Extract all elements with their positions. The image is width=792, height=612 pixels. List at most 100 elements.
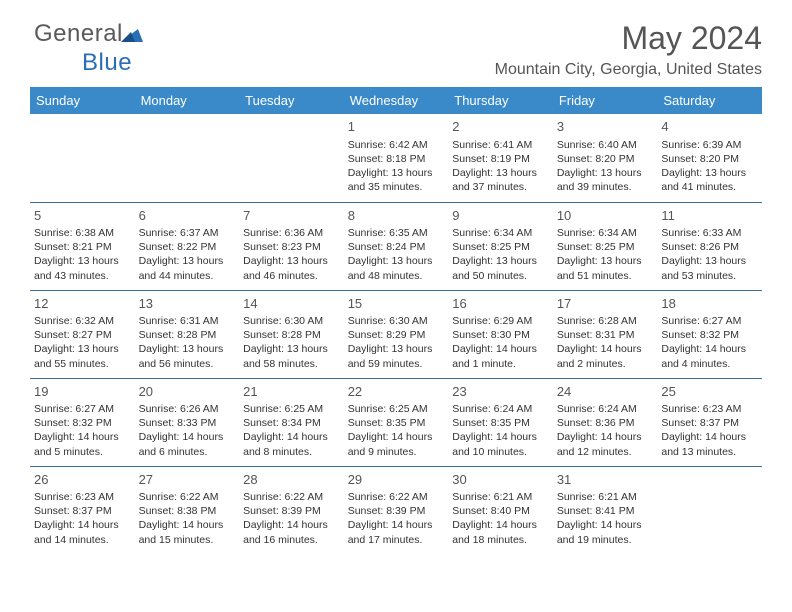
sunset-line: Sunset: 8:28 PM [243, 328, 340, 342]
daylight-line: Daylight: 14 hours and 16 minutes. [243, 518, 340, 546]
sunset-line: Sunset: 8:26 PM [661, 240, 758, 254]
calendar-day-cell: 28Sunrise: 6:22 AMSunset: 8:39 PMDayligh… [239, 466, 344, 554]
daylight-line: Daylight: 13 hours and 50 minutes. [452, 254, 549, 282]
sunset-line: Sunset: 8:24 PM [348, 240, 445, 254]
calendar-day-cell: 10Sunrise: 6:34 AMSunset: 8:25 PMDayligh… [553, 202, 658, 290]
daylight-line: Daylight: 13 hours and 37 minutes. [452, 166, 549, 194]
calendar-day-cell: 6Sunrise: 6:37 AMSunset: 8:22 PMDaylight… [135, 202, 240, 290]
calendar-day-cell [30, 114, 135, 202]
sunrise-line: Sunrise: 6:27 AM [661, 314, 758, 328]
sunset-line: Sunset: 8:30 PM [452, 328, 549, 342]
sunset-line: Sunset: 8:21 PM [34, 240, 131, 254]
sunrise-line: Sunrise: 6:28 AM [557, 314, 654, 328]
daylight-line: Daylight: 14 hours and 1 minute. [452, 342, 549, 370]
sunset-line: Sunset: 8:41 PM [557, 504, 654, 518]
day-number: 19 [34, 383, 131, 401]
sunrise-line: Sunrise: 6:23 AM [661, 402, 758, 416]
daylight-line: Daylight: 13 hours and 46 minutes. [243, 254, 340, 282]
sunset-line: Sunset: 8:32 PM [34, 416, 131, 430]
day-number: 15 [348, 295, 445, 313]
sunrise-line: Sunrise: 6:30 AM [348, 314, 445, 328]
calendar-day-cell: 5Sunrise: 6:38 AMSunset: 8:21 PMDaylight… [30, 202, 135, 290]
sunset-line: Sunset: 8:23 PM [243, 240, 340, 254]
logo-part2: Blue [82, 49, 132, 76]
calendar-day-cell: 23Sunrise: 6:24 AMSunset: 8:35 PMDayligh… [448, 378, 553, 466]
sunrise-line: Sunrise: 6:30 AM [243, 314, 340, 328]
sunset-line: Sunset: 8:20 PM [661, 152, 758, 166]
sunrise-line: Sunrise: 6:33 AM [661, 226, 758, 240]
calendar-day-cell: 27Sunrise: 6:22 AMSunset: 8:38 PMDayligh… [135, 466, 240, 554]
sunrise-line: Sunrise: 6:32 AM [34, 314, 131, 328]
day-number: 10 [557, 207, 654, 225]
sunrise-line: Sunrise: 6:25 AM [243, 402, 340, 416]
sunrise-line: Sunrise: 6:22 AM [139, 490, 236, 504]
calendar-week-row: 19Sunrise: 6:27 AMSunset: 8:32 PMDayligh… [30, 378, 762, 466]
calendar-day-cell: 20Sunrise: 6:26 AMSunset: 8:33 PMDayligh… [135, 378, 240, 466]
day-number: 27 [139, 471, 236, 489]
daylight-line: Daylight: 14 hours and 8 minutes. [243, 430, 340, 458]
sunrise-line: Sunrise: 6:34 AM [557, 226, 654, 240]
logo-part1: General [34, 20, 123, 47]
day-number: 31 [557, 471, 654, 489]
sunrise-line: Sunrise: 6:29 AM [452, 314, 549, 328]
daylight-line: Daylight: 14 hours and 9 minutes. [348, 430, 445, 458]
day-number: 22 [348, 383, 445, 401]
logo-triangle-icon [121, 21, 143, 49]
calendar-day-cell: 25Sunrise: 6:23 AMSunset: 8:37 PMDayligh… [657, 378, 762, 466]
sunrise-line: Sunrise: 6:36 AM [243, 226, 340, 240]
daylight-line: Daylight: 14 hours and 13 minutes. [661, 430, 758, 458]
calendar-day-cell: 24Sunrise: 6:24 AMSunset: 8:36 PMDayligh… [553, 378, 658, 466]
calendar-day-cell: 22Sunrise: 6:25 AMSunset: 8:35 PMDayligh… [344, 378, 449, 466]
day-header: Sunday [30, 87, 135, 114]
sunset-line: Sunset: 8:29 PM [348, 328, 445, 342]
sunrise-line: Sunrise: 6:24 AM [557, 402, 654, 416]
calendar-day-cell: 4Sunrise: 6:39 AMSunset: 8:20 PMDaylight… [657, 114, 762, 202]
day-number: 13 [139, 295, 236, 313]
day-number: 17 [557, 295, 654, 313]
sunrise-line: Sunrise: 6:42 AM [348, 138, 445, 152]
day-number: 25 [661, 383, 758, 401]
day-number: 26 [34, 471, 131, 489]
sunrise-line: Sunrise: 6:26 AM [139, 402, 236, 416]
sunrise-line: Sunrise: 6:38 AM [34, 226, 131, 240]
calendar-day-cell: 9Sunrise: 6:34 AMSunset: 8:25 PMDaylight… [448, 202, 553, 290]
day-number: 16 [452, 295, 549, 313]
sunset-line: Sunset: 8:25 PM [557, 240, 654, 254]
sunrise-line: Sunrise: 6:34 AM [452, 226, 549, 240]
calendar-day-cell [135, 114, 240, 202]
sunset-line: Sunset: 8:38 PM [139, 504, 236, 518]
sunrise-line: Sunrise: 6:21 AM [452, 490, 549, 504]
daylight-line: Daylight: 14 hours and 4 minutes. [661, 342, 758, 370]
sunset-line: Sunset: 8:19 PM [452, 152, 549, 166]
sunset-line: Sunset: 8:22 PM [139, 240, 236, 254]
daylight-line: Daylight: 14 hours and 18 minutes. [452, 518, 549, 546]
calendar-day-cell: 17Sunrise: 6:28 AMSunset: 8:31 PMDayligh… [553, 290, 658, 378]
day-number: 4 [661, 118, 758, 136]
sunset-line: Sunset: 8:34 PM [243, 416, 340, 430]
sunrise-line: Sunrise: 6:22 AM [243, 490, 340, 504]
sunrise-line: Sunrise: 6:35 AM [348, 226, 445, 240]
daylight-line: Daylight: 13 hours and 39 minutes. [557, 166, 654, 194]
sunrise-line: Sunrise: 6:21 AM [557, 490, 654, 504]
daylight-line: Daylight: 14 hours and 2 minutes. [557, 342, 654, 370]
sunrise-line: Sunrise: 6:24 AM [452, 402, 549, 416]
calendar-day-cell: 15Sunrise: 6:30 AMSunset: 8:29 PMDayligh… [344, 290, 449, 378]
calendar-day-cell: 11Sunrise: 6:33 AMSunset: 8:26 PMDayligh… [657, 202, 762, 290]
sunrise-line: Sunrise: 6:22 AM [348, 490, 445, 504]
sunset-line: Sunset: 8:39 PM [243, 504, 340, 518]
sunset-line: Sunset: 8:36 PM [557, 416, 654, 430]
daylight-line: Daylight: 13 hours and 43 minutes. [34, 254, 131, 282]
day-number: 20 [139, 383, 236, 401]
calendar-day-cell: 3Sunrise: 6:40 AMSunset: 8:20 PMDaylight… [553, 114, 658, 202]
calendar-day-cell: 12Sunrise: 6:32 AMSunset: 8:27 PMDayligh… [30, 290, 135, 378]
day-header: Tuesday [239, 87, 344, 114]
sunset-line: Sunset: 8:37 PM [661, 416, 758, 430]
calendar-day-cell: 31Sunrise: 6:21 AMSunset: 8:41 PMDayligh… [553, 466, 658, 554]
daylight-line: Daylight: 14 hours and 5 minutes. [34, 430, 131, 458]
day-number: 1 [348, 118, 445, 136]
calendar-day-cell: 26Sunrise: 6:23 AMSunset: 8:37 PMDayligh… [30, 466, 135, 554]
day-number: 23 [452, 383, 549, 401]
daylight-line: Daylight: 14 hours and 15 minutes. [139, 518, 236, 546]
sunset-line: Sunset: 8:37 PM [34, 504, 131, 518]
day-number: 29 [348, 471, 445, 489]
